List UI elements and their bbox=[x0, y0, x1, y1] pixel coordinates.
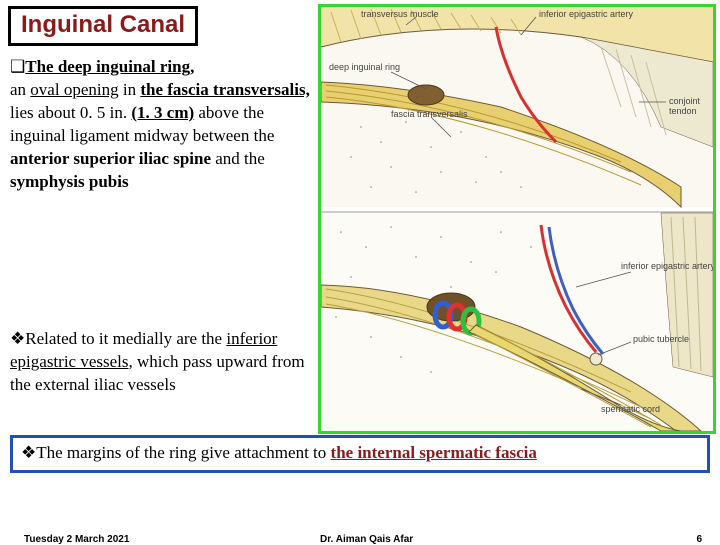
highlight-box: ❖The margins of the ring give attachment… bbox=[10, 435, 710, 473]
p1-seg1: The deep inguinal ring, bbox=[25, 57, 194, 76]
label-fascia: fascia transversalis bbox=[391, 109, 468, 119]
label-spermatic: spermatic cord bbox=[601, 404, 660, 414]
label-inf-epigastric-top: inferior epigastric artery bbox=[539, 9, 634, 19]
slide-title: Inguinal Canal bbox=[8, 6, 198, 46]
paragraph-2: ❖Related to it medially are the inferior… bbox=[10, 328, 320, 397]
p3-seg2: the internal spermatic fascia bbox=[331, 443, 537, 462]
p1-seg4: in bbox=[119, 80, 141, 99]
p1-seg5: the fascia transversalis, bbox=[140, 80, 310, 99]
anatomy-diagram: transversus muscle inferior epigastric a… bbox=[318, 4, 716, 434]
p1-seg6: lies about 0. 5 in. bbox=[10, 103, 131, 122]
label-transversus: transversus muscle bbox=[361, 9, 439, 19]
p2-seg1: Related to it medially are the bbox=[25, 329, 226, 348]
label-deep-ring: deep inguinal ring bbox=[329, 62, 400, 72]
title-text: Inguinal Canal bbox=[21, 11, 185, 38]
label-pubic: pubic tubercle bbox=[633, 334, 689, 344]
p1-seg2: an bbox=[10, 80, 30, 99]
p1-seg10: and the bbox=[211, 149, 265, 168]
bullet-diamond-1: ❖ bbox=[10, 329, 25, 348]
anatomy-svg: transversus muscle inferior epigastric a… bbox=[321, 7, 713, 431]
p1-seg7: (1. 3 cm) bbox=[131, 103, 194, 122]
p1-seg3: oval opening bbox=[30, 80, 118, 99]
bullet-square: ❑ bbox=[10, 57, 25, 76]
p1-seg9: anterior superior iliac spine bbox=[10, 149, 211, 168]
paragraph-1: ❑The deep inguinal ring, an oval opening… bbox=[10, 56, 310, 194]
bullet-diamond-2: ❖ bbox=[21, 443, 36, 462]
p3-seg1: The margins of the ring give attachment … bbox=[36, 443, 330, 462]
label-inf-epigastric-bot: inferior epigastric artery bbox=[621, 261, 713, 271]
p1-seg11: symphysis pubis bbox=[10, 172, 129, 191]
label-conjoint: conjointtendon bbox=[669, 96, 701, 116]
